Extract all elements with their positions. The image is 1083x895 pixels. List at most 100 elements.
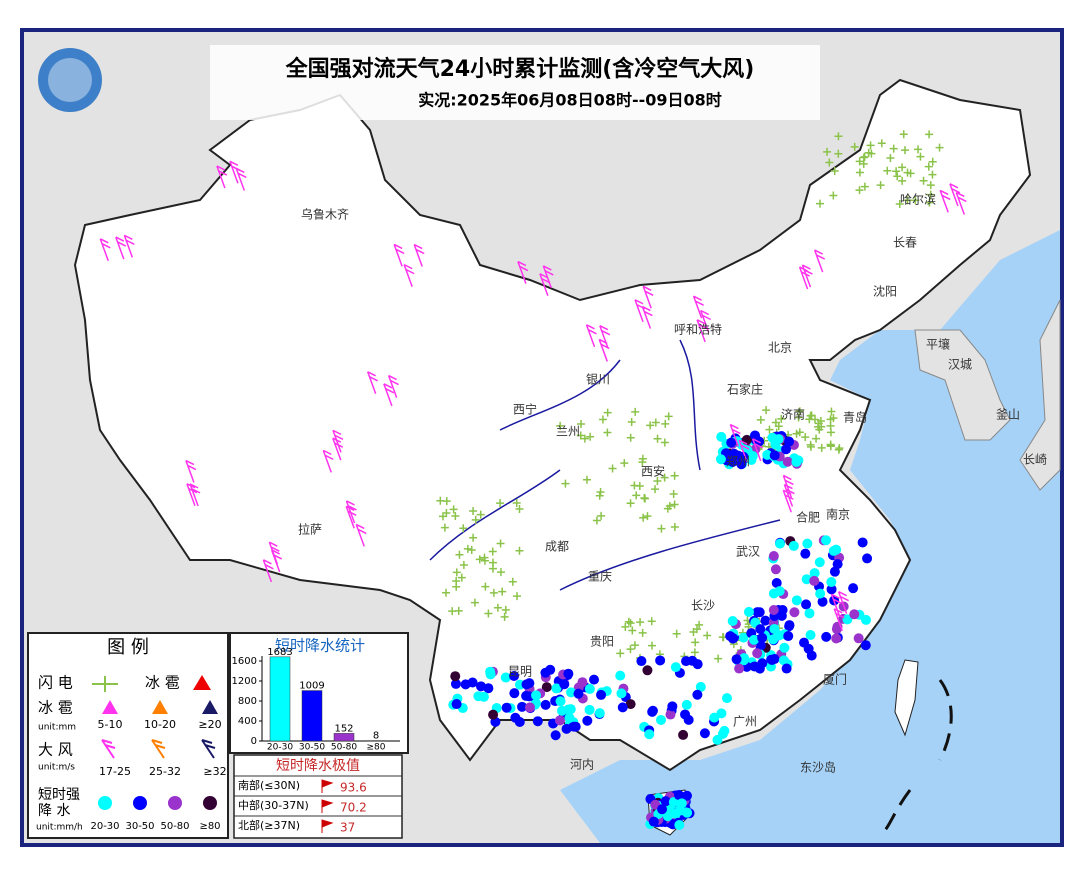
observations: [99, 130, 967, 830]
lightning: [608, 464, 617, 473]
rain-dot: [551, 683, 562, 694]
rain-dot: [719, 725, 730, 736]
lightning: [653, 434, 662, 443]
rain-dot: [596, 689, 607, 700]
china: [73, 78, 1032, 772]
rain-dot: [594, 708, 605, 719]
rain-dot: [692, 689, 703, 700]
lightning: [449, 505, 458, 514]
lightning: [690, 648, 699, 657]
wind-barb: [798, 266, 810, 290]
lightning: [596, 487, 605, 496]
lightning: [639, 513, 648, 522]
lightning: [451, 512, 460, 521]
place-label: 长春: [893, 236, 917, 250]
lightning: [501, 605, 510, 614]
lightning: [660, 473, 669, 482]
place-label: 广州: [733, 715, 757, 729]
lightning: [825, 158, 834, 167]
lightning: [592, 516, 601, 525]
rain-dot: [778, 655, 789, 666]
lightning: [661, 419, 670, 428]
place-label: 兰州: [556, 425, 580, 439]
lightning: [919, 176, 928, 185]
extreme-value: 37: [340, 821, 355, 835]
rain-dot: [804, 608, 815, 619]
lightning: [935, 143, 944, 152]
lightning: [595, 491, 604, 500]
rain-dot: [573, 688, 584, 699]
wind-barb: [837, 591, 849, 614]
lightning: [636, 618, 645, 627]
x-tick-label: 20-30: [267, 743, 293, 753]
rain-dot: [648, 816, 659, 827]
rain-dot: [657, 804, 668, 815]
rain-dot: [545, 664, 556, 675]
lightning: [621, 622, 630, 631]
rain-dot: [566, 687, 577, 698]
lightning: [900, 146, 909, 155]
wind-barb: [387, 374, 399, 398]
wind-barb: [585, 324, 597, 348]
hail-symbol: [152, 700, 168, 714]
stats-chart: 短时降水统计 0 400 800 1200 1600 1683 20-30 1009 30-50 1…: [232, 637, 400, 753]
wind-barb: [366, 371, 379, 395]
rain-dot: [726, 437, 737, 448]
rain-dot: [802, 538, 813, 549]
rain-dot: [716, 708, 727, 719]
rain-dot: [809, 575, 820, 586]
lightning: [928, 157, 937, 166]
lightning: [582, 475, 591, 484]
lightning: [653, 476, 662, 485]
lightning: [670, 471, 679, 480]
place-label: 乌鲁木齐: [301, 207, 349, 222]
rain-symbol: [168, 796, 182, 810]
lightning: [926, 190, 935, 199]
hail-class: 5-10: [98, 718, 123, 731]
y-tick-label: 1600: [232, 656, 257, 667]
wind-barb: [189, 483, 201, 507]
wind-barb: [123, 234, 135, 258]
lightning: [703, 631, 712, 640]
rain-dot: [488, 709, 499, 720]
lightning: [657, 524, 666, 533]
place-label: 贵阳: [590, 635, 614, 649]
rain-dot: [849, 609, 860, 620]
logo-inner: [48, 58, 92, 102]
rain-dot: [625, 699, 636, 710]
lightning: [771, 418, 780, 427]
place-label: 西宁: [513, 402, 537, 417]
lightning: [924, 162, 933, 171]
lightning: [630, 481, 639, 490]
lightning: [651, 485, 660, 494]
place-label: 石家庄: [727, 382, 763, 397]
wind-barb: [332, 437, 344, 461]
flag: [321, 779, 334, 793]
lightning: [899, 130, 908, 139]
lightning: [664, 412, 673, 421]
rain-dot: [655, 655, 666, 666]
y-tick-label: 0: [251, 736, 257, 747]
rain-dot: [485, 666, 496, 677]
lightning: [628, 626, 637, 635]
lightning: [916, 152, 925, 161]
place-label: 平壤: [926, 337, 950, 352]
wind-barb: [949, 183, 961, 207]
rain-label: 短时强: [38, 787, 80, 803]
rain-dot: [806, 650, 817, 661]
place-label: 东沙岛: [800, 760, 836, 775]
lightning: [454, 606, 463, 615]
legend-title: 图 例: [107, 637, 149, 658]
lightning: [756, 415, 765, 424]
lightning: [670, 500, 679, 509]
rain-dot: [789, 607, 800, 618]
lightning: [577, 420, 586, 429]
lightning: [886, 154, 895, 163]
lightning: [866, 141, 875, 150]
lightning: [624, 617, 633, 626]
lightning: [626, 619, 635, 628]
lightning: [855, 168, 864, 177]
rain-dot: [805, 629, 816, 640]
place-label: 南京: [826, 507, 850, 522]
